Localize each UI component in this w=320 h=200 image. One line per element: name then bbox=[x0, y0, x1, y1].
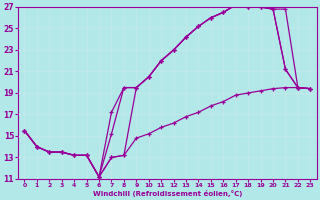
X-axis label: Windchill (Refroidissement éolien,°C): Windchill (Refroidissement éolien,°C) bbox=[93, 190, 242, 197]
